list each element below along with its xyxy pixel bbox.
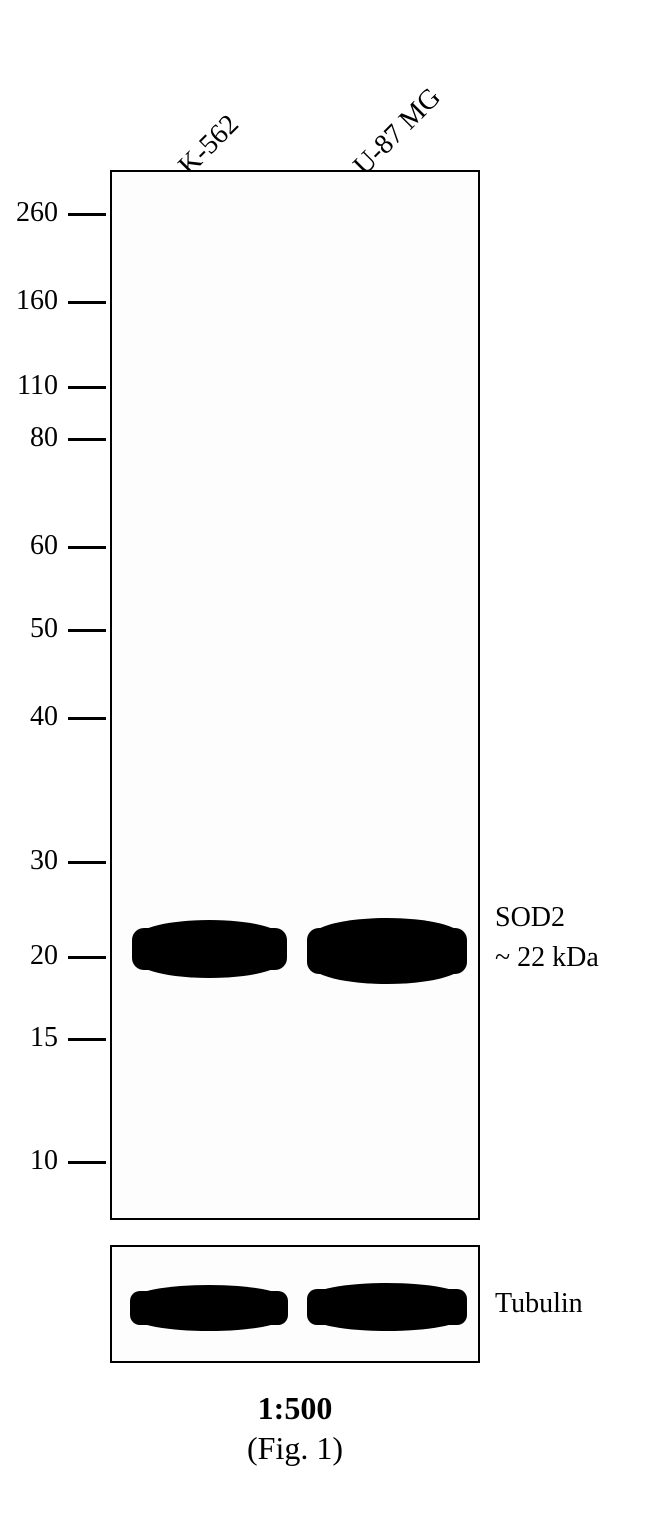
target-mw-label: ~ 22 kDa [495,942,599,974]
loading-control-label: Tubulin [495,1288,583,1320]
sod2-band-lane1 [132,920,287,978]
marker-15: 15 [8,1022,58,1054]
marker-tick [68,629,106,632]
marker-10: 10 [8,1145,58,1177]
main-blot-frame [110,170,480,1220]
marker-tick [68,717,106,720]
marker-tick [68,213,106,216]
marker-160: 160 [8,285,58,317]
marker-tick [68,438,106,441]
dilution-label: 1:500 [0,1390,620,1427]
western-blot-figure: K-562 U-87 MG 260 160 110 80 60 50 40 30… [0,0,650,1515]
marker-260: 260 [8,197,58,229]
marker-50: 50 [8,613,58,645]
lane-label-2: U-87 MG [347,82,447,182]
marker-40: 40 [8,701,58,733]
loading-control-frame [110,1245,480,1363]
target-label: SOD2 [495,902,565,934]
marker-110: 110 [8,370,58,402]
marker-tick [68,301,106,304]
marker-tick [68,546,106,549]
figure-number: (Fig. 1) [0,1430,620,1467]
marker-tick [68,1038,106,1041]
marker-30: 30 [8,845,58,877]
marker-tick [68,386,106,389]
marker-tick [68,861,106,864]
marker-60: 60 [8,530,58,562]
marker-80: 80 [8,422,58,454]
marker-tick [68,1161,106,1164]
marker-20: 20 [8,940,58,972]
tubulin-band-lane1 [130,1285,288,1331]
sod2-band-lane2 [307,918,467,984]
marker-tick [68,956,106,959]
tubulin-band-lane2 [307,1283,467,1331]
